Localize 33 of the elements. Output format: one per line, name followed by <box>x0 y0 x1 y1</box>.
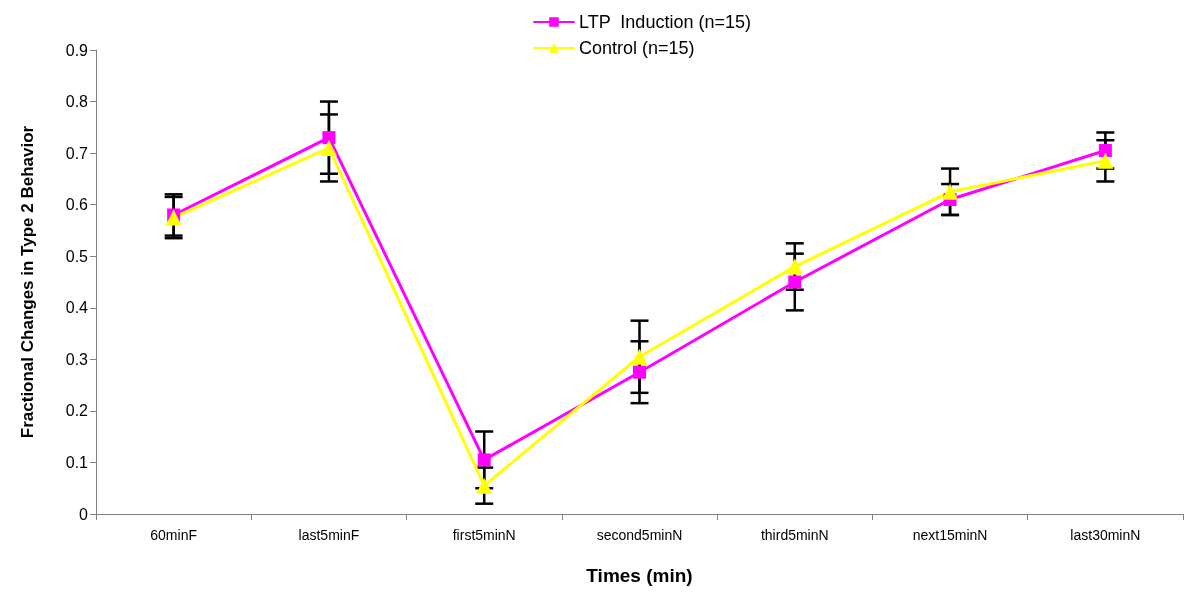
point <box>631 348 648 365</box>
x-tick-label: last30minN <box>1070 527 1141 543</box>
point <box>1098 144 1112 158</box>
x-tick-label: next15minN <box>912 527 988 543</box>
point <box>165 209 182 226</box>
x-tick-label: second5minN <box>596 527 683 543</box>
point <box>788 275 802 289</box>
point <box>633 365 646 379</box>
legend-label: LTP Induction (n=15) <box>579 12 751 32</box>
point <box>1097 152 1114 169</box>
x-tick-label: last5minF <box>298 527 360 543</box>
point <box>320 139 337 156</box>
y-tick-label: 0.7 <box>65 144 89 162</box>
y-tick-label: 0.6 <box>65 196 89 214</box>
y-tick-label: 0.2 <box>65 402 89 420</box>
x-tick-label: third5minN <box>760 527 829 543</box>
y-tick-label: 0.9 <box>65 41 89 59</box>
x-tick-label: first5minN <box>452 527 516 543</box>
point <box>476 477 493 494</box>
point <box>477 453 491 467</box>
y-tick-label: 0.3 <box>65 350 89 368</box>
x-tick-label: 60minF <box>150 527 197 543</box>
y-tick-label: 0.5 <box>65 247 89 265</box>
legend-label: Control (n=15) <box>579 38 695 58</box>
y-tick-label: 0.8 <box>65 93 89 111</box>
point <box>786 258 803 275</box>
point <box>942 183 959 200</box>
point <box>322 131 336 145</box>
y-tick-label: 0 <box>79 505 89 523</box>
x-axis-title: Times (min) <box>586 565 693 586</box>
y-tick-label: 0.1 <box>65 453 89 471</box>
y-axis-title: Fractional Changes in Type 2 Behavior <box>18 125 37 439</box>
y-tick-label: 0.4 <box>65 299 89 317</box>
